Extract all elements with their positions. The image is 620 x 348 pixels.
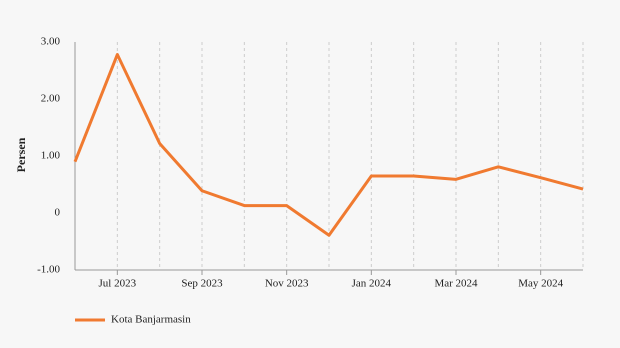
y-tick-label: 2.00 — [41, 93, 61, 105]
y-tick-label: -1.00 — [37, 264, 60, 276]
x-tick-label: Mar 2024 — [434, 278, 478, 290]
x-tick-label: Sep 2023 — [181, 278, 223, 290]
line — [73, 53, 584, 237]
x-tick-label: May 2024 — [518, 278, 563, 290]
x-tick-label: Jul 2023 — [99, 278, 137, 290]
x-tick-label: Nov 2023 — [265, 278, 309, 290]
legend-label: Kota Banjarmasin — [111, 314, 191, 326]
y-tick-label: 0 — [55, 207, 61, 219]
y-axis-label: Persen — [14, 137, 28, 172]
y-tick-label: 1.00 — [41, 150, 61, 162]
y-tick-label: 3.00 — [41, 36, 61, 48]
x-tick-label: Jan 2024 — [352, 278, 392, 290]
